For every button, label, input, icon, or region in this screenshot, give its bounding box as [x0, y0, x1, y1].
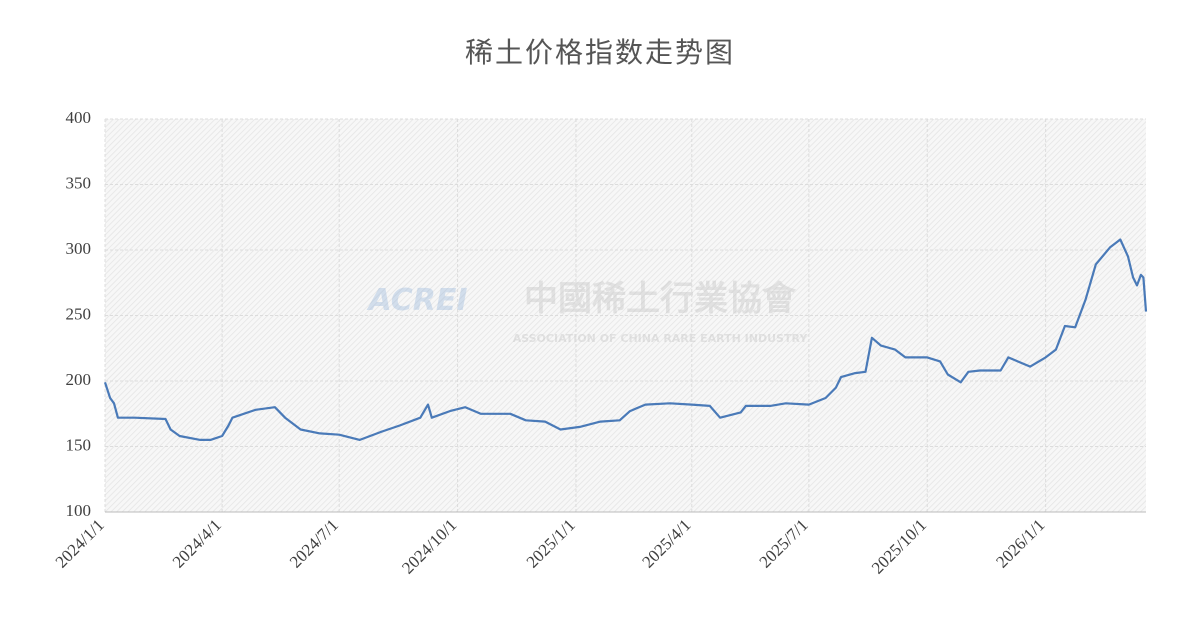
- watermark: ACREI 中國稀土行業協會 ASSOCIATION OF CHINA RARE…: [366, 279, 808, 345]
- y-tick-label: 200: [66, 370, 92, 389]
- x-tick-label: 2025/10/1: [868, 515, 930, 577]
- y-tick-label: 250: [66, 304, 92, 323]
- x-tick-label: 2024/7/1: [286, 515, 342, 571]
- line-series: [103, 238, 1148, 441]
- y-tick-label: 150: [66, 435, 92, 454]
- watermark-logo: ACREI: [366, 283, 467, 318]
- y-tick-label: 350: [66, 173, 92, 192]
- x-tick-label: 2025/1/1: [523, 515, 579, 571]
- y-tick-label: 100: [66, 501, 92, 520]
- chart-title: 稀土价格指数走势图: [465, 36, 735, 69]
- y-tick-label: 300: [66, 239, 92, 258]
- y-tick-label: 400: [66, 108, 92, 127]
- watermark-subtitle: ASSOCIATION OF CHINA RARE EARTH INDUSTRY: [513, 332, 809, 345]
- x-tick-label: 2025/7/1: [756, 515, 812, 571]
- watermark-title: 中國稀土行業協會: [524, 279, 797, 319]
- x-tick-label: 2025/4/1: [638, 515, 694, 571]
- x-tick-label: 2024/1/1: [52, 515, 108, 571]
- x-tick-label: 2024/4/1: [169, 515, 225, 571]
- x-tick-label: 2024/10/1: [398, 515, 460, 577]
- x-tick-label: 2026/1/1: [992, 515, 1048, 571]
